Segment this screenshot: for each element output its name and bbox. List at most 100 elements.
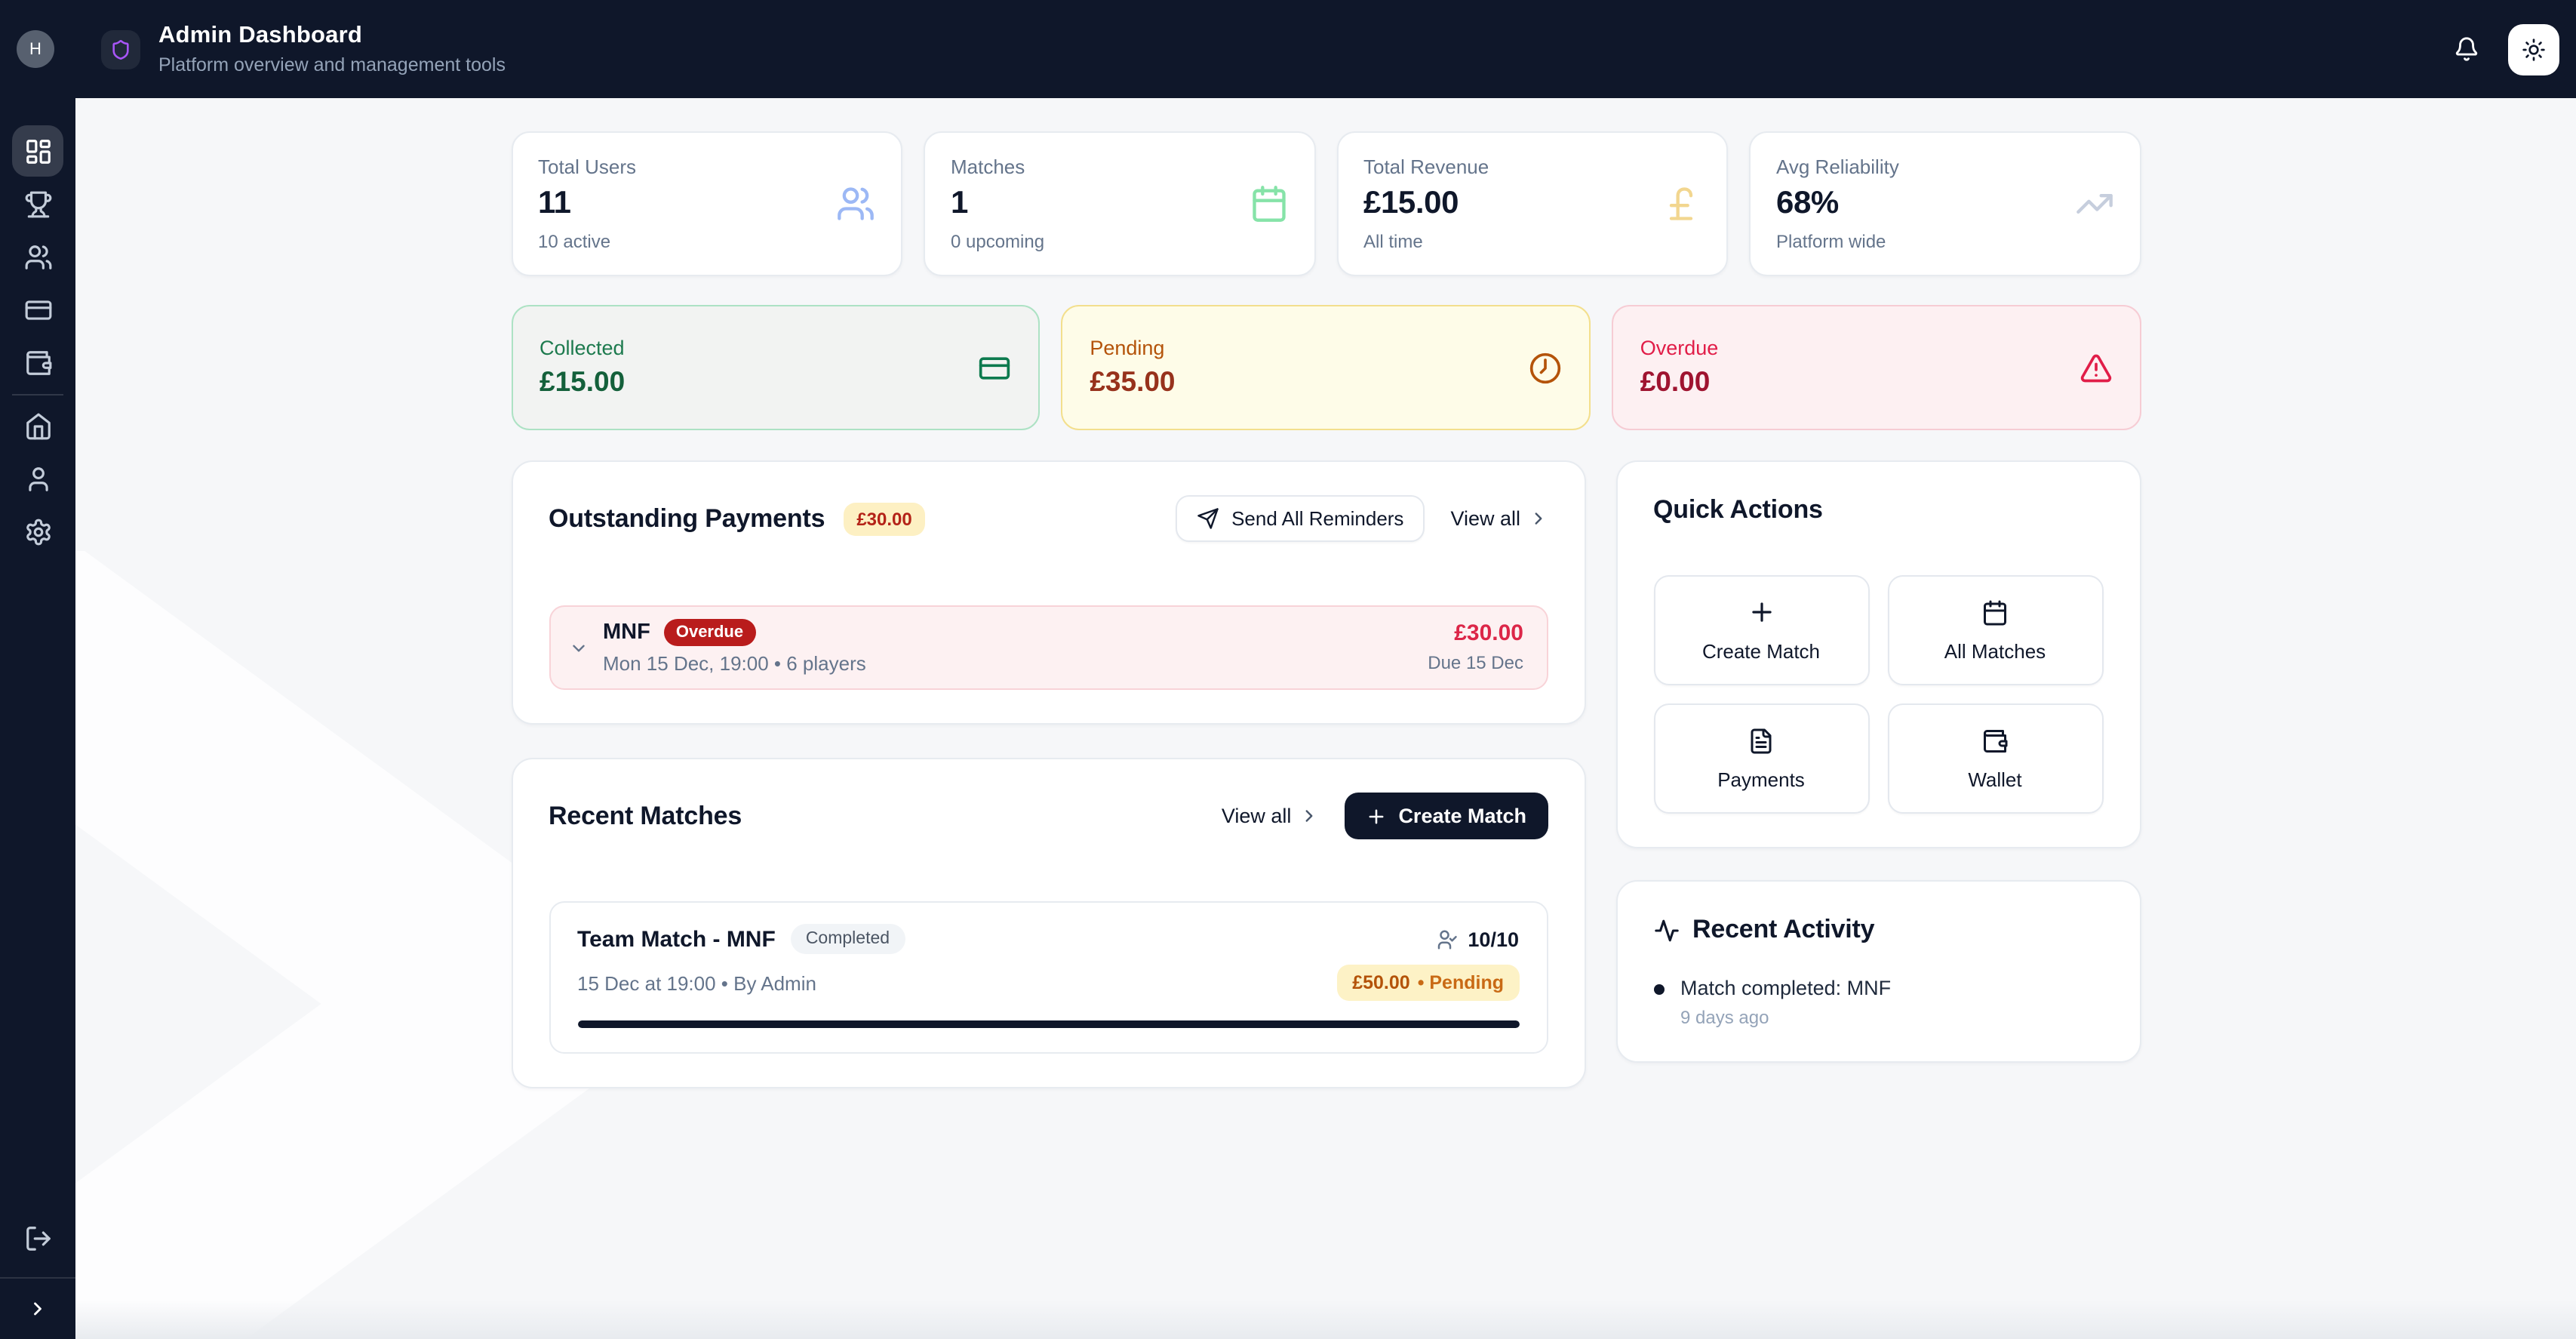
sidebar-item-home[interactable] bbox=[12, 400, 63, 451]
theme-toggle-button[interactable] bbox=[2508, 23, 2559, 75]
quick-actions-title: Quick Actions bbox=[1653, 495, 1823, 524]
quick-action-label: All Matches bbox=[1944, 639, 2046, 662]
clock-icon bbox=[1529, 351, 1562, 384]
outstanding-payment-row[interactable]: MNF Overdue Mon 15 Dec, 19:00 • 6 player… bbox=[549, 605, 1548, 690]
quick-action-payments[interactable]: Payments bbox=[1653, 703, 1869, 814]
payment-details: Mon 15 Dec, 19:00 • 6 players bbox=[603, 651, 866, 674]
summary-label: Pending bbox=[1090, 337, 1165, 359]
file-text-icon bbox=[1748, 727, 1775, 754]
sidebar bbox=[0, 98, 75, 1339]
plus-icon bbox=[1365, 805, 1386, 826]
send-all-reminders-button[interactable]: Send All Reminders bbox=[1176, 495, 1425, 542]
quick-action-label: Payments bbox=[1717, 768, 1805, 790]
match-details: 15 Dec at 19:00 • By Admin bbox=[577, 971, 816, 994]
quick-action-label: Wallet bbox=[1968, 768, 2022, 790]
stat-sub: Platform wide bbox=[1776, 231, 1886, 252]
trending-up-icon bbox=[2074, 184, 2113, 223]
create-match-label: Create Match bbox=[1398, 805, 1526, 827]
activity-timestamp: 9 days ago bbox=[1680, 1007, 1769, 1028]
activity-icon bbox=[1653, 917, 1679, 943]
sidebar-item-users[interactable] bbox=[12, 231, 63, 282]
notifications-button[interactable] bbox=[2449, 32, 2482, 66]
stat-card-total-users: Total Users 11 10 active bbox=[511, 131, 902, 276]
quick-action-wallet[interactable]: Wallet bbox=[1887, 703, 2103, 814]
summary-card-collected: Collected £15.00 bbox=[511, 305, 1041, 430]
send-icon bbox=[1197, 507, 1219, 530]
wallet-icon bbox=[1981, 727, 2009, 754]
summary-value: £15.00 bbox=[539, 365, 626, 397]
summary-value: £35.00 bbox=[1090, 365, 1176, 397]
bottom-gradient-strip bbox=[75, 1300, 2576, 1339]
summary-value: £0.00 bbox=[1640, 365, 1711, 397]
sidebar-bottom-divider bbox=[0, 1277, 75, 1279]
sidebar-item-payments[interactable] bbox=[12, 284, 63, 335]
payment-summary-row: Collected £15.00 Pending £35.00 bbox=[511, 305, 2141, 430]
settings-icon bbox=[23, 517, 52, 546]
create-match-button[interactable]: Create Match bbox=[1344, 793, 1548, 839]
home-icon bbox=[23, 411, 52, 440]
logout-icon bbox=[23, 1224, 52, 1252]
avatar[interactable]: H bbox=[17, 30, 54, 68]
chevron-right-icon bbox=[1528, 509, 1548, 528]
completed-status-badge: Completed bbox=[790, 924, 905, 954]
sidebar-item-settings[interactable] bbox=[12, 506, 63, 557]
sidebar-item-dashboard[interactable] bbox=[12, 125, 63, 177]
chevron-right-icon bbox=[27, 1298, 48, 1319]
sidebar-collapse-zone bbox=[0, 1279, 75, 1339]
match-payment-status: • Pending bbox=[1417, 972, 1504, 993]
sidebar-item-wallet[interactable] bbox=[12, 337, 63, 388]
recent-matches-title: Recent Matches bbox=[549, 801, 742, 830]
summary-card-overdue: Overdue £0.00 bbox=[1611, 305, 2141, 430]
quick-action-create-match[interactable]: Create Match bbox=[1653, 575, 1869, 685]
header-title-block: Admin Dashboard Platform overview and ma… bbox=[158, 23, 506, 75]
summary-label: Collected bbox=[539, 337, 625, 359]
stats-row: Total Users 11 10 active Matches 1 0 upc… bbox=[511, 131, 2141, 276]
view-all-label: View all bbox=[1450, 507, 1520, 530]
dashboard-grid-icon bbox=[23, 137, 52, 165]
users-icon bbox=[836, 184, 875, 223]
page-title: Admin Dashboard bbox=[158, 23, 362, 48]
match-progress-track bbox=[577, 1020, 1519, 1028]
outstanding-view-all-link[interactable]: View all bbox=[1450, 507, 1548, 530]
chevron-right-icon bbox=[1299, 806, 1318, 826]
sidebar-bottom bbox=[0, 1212, 75, 1339]
recent-activity-title: Recent Activity bbox=[1692, 915, 1875, 943]
main-content: Total Users 11 10 active Matches 1 0 upc… bbox=[75, 98, 2576, 1339]
stat-value: £15.00 bbox=[1363, 186, 1459, 220]
outstanding-payments-panel: Outstanding Payments £30.00 Send All Rem… bbox=[511, 460, 1585, 725]
recent-matches-panel: Recent Matches View all bbox=[511, 758, 1585, 1088]
sun-icon bbox=[2522, 37, 2546, 61]
outstanding-total-badge: £30.00 bbox=[843, 502, 926, 535]
payment-match-name: MNF bbox=[603, 620, 650, 644]
match-title: Team Match - MNF bbox=[577, 926, 776, 952]
match-card[interactable]: Team Match - MNF Completed 10/10 bbox=[549, 901, 1548, 1054]
stat-label: Total Users bbox=[538, 155, 637, 178]
bell-icon bbox=[2453, 36, 2479, 62]
trophy-icon bbox=[23, 189, 52, 218]
chevron-down-icon[interactable] bbox=[568, 638, 588, 657]
logout-button[interactable] bbox=[12, 1212, 63, 1264]
stat-sub: 0 upcoming bbox=[951, 231, 1045, 252]
calendar-icon bbox=[1981, 599, 2009, 626]
sidebar-item-matches[interactable] bbox=[12, 178, 63, 229]
overdue-status-badge: Overdue bbox=[663, 618, 756, 645]
stat-card-matches: Matches 1 0 upcoming bbox=[924, 131, 1315, 276]
payment-amount: £30.00 bbox=[1454, 620, 1523, 645]
recent-matches-view-all-link[interactable]: View all bbox=[1222, 805, 1319, 827]
top-header: H Admin Dashboard Platform overview and … bbox=[0, 0, 2576, 98]
quick-action-all-matches[interactable]: All Matches bbox=[1887, 575, 2103, 685]
credit-card-icon bbox=[978, 351, 1011, 384]
summary-card-pending: Pending £35.00 bbox=[1061, 305, 1591, 430]
sidebar-item-profile[interactable] bbox=[12, 453, 63, 504]
activity-item: Match completed: MNF 9 days ago bbox=[1653, 977, 2103, 1028]
stat-label: Matches bbox=[951, 155, 1025, 178]
stat-card-avg-reliability: Avg Reliability 68% Platform wide bbox=[1749, 131, 2141, 276]
stat-label: Total Revenue bbox=[1363, 155, 1489, 178]
sidebar-expand-button[interactable] bbox=[21, 1292, 54, 1325]
pound-sterling-icon bbox=[1661, 184, 1701, 223]
stat-card-total-revenue: Total Revenue £15.00 All time bbox=[1336, 131, 1728, 276]
recent-activity-panel: Recent Activity Match completed: MNF 9 d… bbox=[1615, 880, 2141, 1063]
user-icon bbox=[23, 464, 52, 493]
quick-actions-panel: Quick Actions Create Match bbox=[1615, 460, 2141, 848]
